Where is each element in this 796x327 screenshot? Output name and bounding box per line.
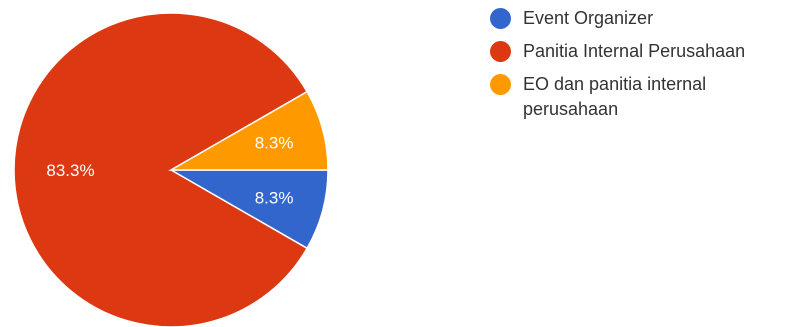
legend-item-eo-dan-panitia[interactable]: EO dan panitia internal perusahaan xyxy=(490,72,790,122)
legend-swatch-event-organizer xyxy=(490,8,511,29)
legend-label-event-organizer: Event Organizer xyxy=(523,8,654,28)
pie-slices xyxy=(13,12,329,327)
pie-slice-eo-dan-panitia-internal-perusahaan[interactable] xyxy=(168,90,329,171)
legend-item-panitia-internal[interactable]: Panitia Internal Perusahaan xyxy=(490,39,790,64)
pie-slice-label-panitia-internal-perusahaan: 83.3% xyxy=(46,161,94,180)
legend-label-panitia-internal: Panitia Internal Perusahaan xyxy=(523,41,746,61)
legend: Event Organizer Panitia Internal Perusah… xyxy=(490,6,790,130)
legend-swatch-eo-dan-panitia xyxy=(490,74,511,95)
pie-slice-labels: 8.3% 83.3% 8.3% xyxy=(46,133,293,207)
pie-slice-label-event-organizer: 8.3% xyxy=(255,189,294,208)
legend-item-event-organizer[interactable]: Event Organizer xyxy=(490,6,790,31)
pie-slice-label-eo-dan-panitia-internal-perusahaan: 8.3% xyxy=(255,133,294,152)
legend-label-eo-dan-panitia: EO dan panitia internal perusahaan xyxy=(523,74,707,119)
legend-swatch-panitia-internal xyxy=(490,41,511,62)
pie-slice-panitia-internal-perusahaan[interactable] xyxy=(13,12,309,327)
